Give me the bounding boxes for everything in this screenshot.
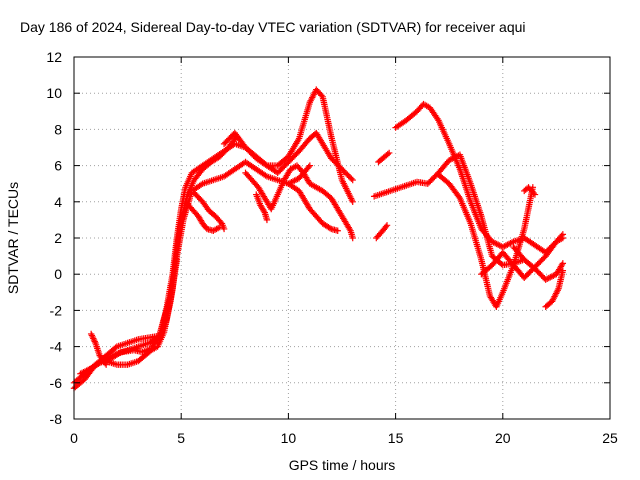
data-point-marker [559,267,567,274]
series-track-14 [373,222,391,242]
data-point-marker [348,175,355,182]
axis-ticks: 0 5 10 15 20 25 -8 -6 -4 -2 0 2 4 6 8 10 12 [46,49,618,446]
x-tick-label: 0 [70,430,78,446]
series-track-17 [521,184,539,198]
data-point-marker [349,234,356,242]
data-point-marker [91,338,98,345]
data-point-marker [334,227,341,234]
y-tick-label: 8 [54,121,62,137]
series-track-11 [253,191,271,224]
x-tick-label: 15 [388,430,404,446]
data-point-marker [385,149,393,157]
data-point-marker [305,163,312,171]
series-track-7 [190,189,228,233]
x-tick-label: 5 [177,430,185,446]
x-tick-label: 25 [602,430,618,446]
y-tick-label: 12 [46,49,62,65]
y-axis-label: SDTVAR / TECUs [5,182,21,294]
data-point-marker [383,222,391,229]
series-track-13 [370,151,528,269]
data-point-marker [95,360,102,367]
y-tick-label: -4 [50,339,63,355]
data-point-marker [263,216,271,224]
data-point-marker [382,223,390,230]
series-track-10 [285,180,341,234]
data-point-marker [217,218,224,226]
data-point-marker [260,208,268,215]
series-track-8 [220,86,356,205]
data-point-marker [558,232,565,240]
y-tick-label: 2 [54,230,62,246]
y-tick-label: 0 [54,266,62,282]
data-point-marker [326,224,334,232]
data-point-marker [90,336,98,344]
data-point-marker [559,260,567,267]
series-track-19 [510,243,567,283]
data-point-marker [384,150,391,158]
grid [74,57,610,419]
series-track-6 [182,198,223,234]
y-tick-label: -6 [50,375,63,391]
data-point-marker [559,231,567,238]
data-point-marker [90,335,97,342]
series-track-21 [542,267,567,310]
data-point-marker [349,176,356,184]
data-point-marker [318,92,325,99]
series-track-9 [242,162,356,242]
data-point-marker [197,181,205,188]
series-group [70,86,567,392]
data-point-marker [87,330,95,338]
data-point-marker [88,332,96,339]
series-track-4 [87,330,110,368]
x-axis-label: GPS time / hours [289,457,396,473]
data-point-marker [173,256,181,263]
y-tick-label: -2 [50,302,63,318]
series-track-15 [392,100,528,251]
data-point-marker [455,193,463,200]
data-point-marker [349,198,356,205]
series-track-5 [102,256,181,368]
series-track-12 [375,149,393,166]
y-tick-label: -8 [50,411,63,427]
data-point-marker [306,162,314,169]
data-point-marker [116,349,123,357]
y-tick-label: 4 [54,194,62,210]
data-point-marker [262,161,269,168]
y-tick-label: 6 [54,158,62,174]
chart-title: Day 186 of 2024, Sidereal Day-to-day VTE… [20,19,526,35]
data-point-marker [531,191,539,198]
series-track-20 [521,231,567,256]
x-tick-label: 10 [281,430,297,446]
data-point-marker [220,225,228,233]
y-tick-label: 10 [46,85,62,101]
x-tick-label: 20 [495,430,511,446]
data-point-marker [530,189,537,197]
data-point-marker [262,172,269,179]
data-point-marker [508,239,516,246]
data-point-marker [89,333,96,341]
